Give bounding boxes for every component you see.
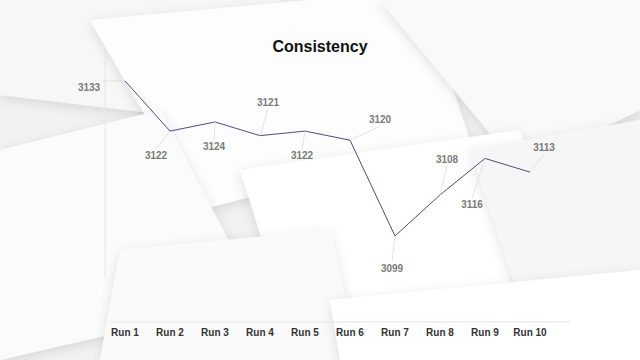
data-line: [125, 81, 530, 236]
label-leader: [530, 154, 544, 172]
x-tick-label: Run 4: [246, 327, 274, 338]
label-leader: [350, 126, 380, 140]
data-label: 3108: [436, 154, 459, 165]
data-label: 3122: [145, 150, 168, 161]
chart: Consistency Run 1 Run 2 Run 3 Run 4 Run 5 Run …: [0, 0, 640, 360]
x-tick-label: Run 1: [111, 327, 139, 338]
label-leader: [440, 166, 447, 195]
data-label: 3099: [381, 263, 404, 274]
background-shape: [330, 270, 640, 360]
label-leader: [260, 109, 268, 136]
y-axis-line: [105, 49, 106, 277]
label-leader: [472, 158, 485, 198]
label-leader: [103, 80, 125, 81]
x-tick-label: Run 9: [471, 327, 499, 338]
x-tick-label: Run 5: [291, 327, 319, 338]
data-label: 3113: [533, 142, 555, 153]
data-label: 3116: [461, 199, 483, 210]
data-label: 3122: [291, 150, 314, 161]
x-tick-label: Run 6: [336, 327, 364, 338]
x-axis-line: [110, 322, 570, 323]
x-tick-label: Run 3: [201, 327, 229, 338]
x-tick-label: Run 10: [513, 327, 547, 338]
line-group: [125, 81, 530, 236]
data-label: 3124: [203, 141, 226, 152]
label-leader: [214, 122, 215, 140]
x-tick-label: Run 8: [426, 327, 454, 338]
background: [0, 0, 640, 360]
data-label: 3133: [78, 82, 101, 93]
background-shape: [100, 230, 360, 360]
label-leader: [302, 131, 305, 149]
data-label: 3121: [257, 97, 280, 108]
title: Consistency: [272, 38, 367, 55]
x-tick-label: Run 2: [156, 327, 184, 338]
data-label: 3120: [369, 114, 392, 125]
label-leader: [392, 236, 395, 262]
x-tick-label: Run 7: [381, 327, 409, 338]
label-leader: [156, 131, 170, 149]
